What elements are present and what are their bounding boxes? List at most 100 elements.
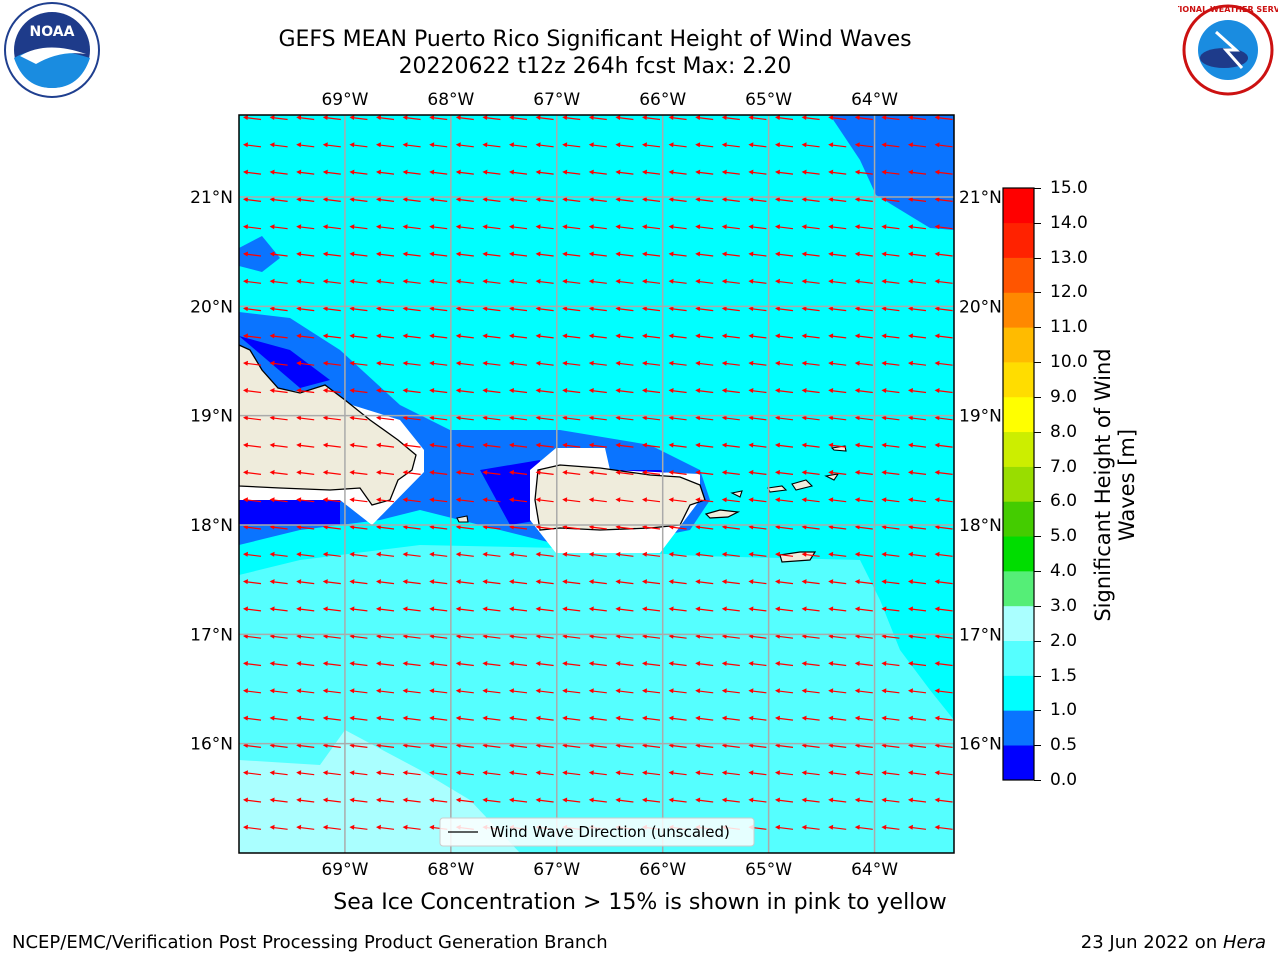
wave-arrow: [269, 661, 288, 667]
wave-arrow: [349, 169, 368, 175]
wave-arrow: [908, 442, 927, 448]
wave-arrow: [588, 469, 607, 475]
wave-arrow: [695, 278, 714, 284]
wave-arrow: [509, 196, 528, 202]
colorbar-tick: [1034, 327, 1041, 329]
wave-arrow: [721, 278, 740, 284]
wave-arrow: [668, 251, 687, 257]
wave-arrow: [881, 606, 900, 612]
wave-arrow: [881, 360, 900, 366]
wave-arrow: [243, 115, 262, 121]
wave-arrow: [721, 224, 740, 230]
wave-arrow: [828, 333, 847, 339]
wave-arrow: [854, 251, 873, 257]
wave-arrow: [854, 115, 873, 121]
wave-arrow: [775, 415, 794, 421]
wave-arrow: [642, 579, 661, 585]
wave-arrow: [615, 797, 634, 803]
wave-arrow: [402, 142, 421, 148]
wave-arrow: [775, 715, 794, 721]
wave-arrow: [376, 497, 395, 503]
wave-arrow: [482, 224, 501, 230]
wave-arrow: [349, 497, 368, 503]
wave-arrow: [482, 469, 501, 475]
wave-arrow: [801, 115, 820, 121]
wave-arrow: [934, 469, 953, 475]
wave-arrow: [535, 770, 554, 776]
wave-arrow: [801, 278, 820, 284]
wave-arrow: [775, 169, 794, 175]
wave-arrow: [615, 169, 634, 175]
wave-arrow: [828, 442, 847, 448]
wave-arrow: [322, 115, 341, 121]
wave-arrow: [588, 196, 607, 202]
wave-arrow: [642, 551, 661, 557]
wave-arrow: [908, 196, 927, 202]
wave-arrow: [721, 797, 740, 803]
wave-arrow: [748, 497, 767, 503]
wave-arrow: [668, 606, 687, 612]
wave-arrow: [615, 661, 634, 667]
wave-arrow: [721, 115, 740, 121]
wave-arrow: [269, 169, 288, 175]
lon-tick-label: 66°W: [639, 90, 686, 110]
wave-field-0-5m-w: [239, 236, 280, 272]
wave-arrow: [854, 333, 873, 339]
wave-arrow: [296, 824, 315, 830]
wave-arrow: [801, 388, 820, 394]
wave-arrow: [695, 415, 714, 421]
wave-arrow: [562, 688, 581, 694]
wave-arrow: [376, 661, 395, 667]
wave-arrow: [908, 497, 927, 503]
wave-arrow: [908, 797, 927, 803]
wave-arrow: [509, 661, 528, 667]
lon-tick-label: 65°W: [745, 860, 792, 880]
lat-tick-label: 16°N: [959, 735, 1002, 755]
wave-arrow: [775, 797, 794, 803]
wave-arrow: [642, 715, 661, 721]
wave-arrow: [349, 442, 368, 448]
wave-arrow: [721, 415, 740, 421]
wave-arrow: [668, 551, 687, 557]
wave-arrow: [322, 688, 341, 694]
colorbar-swatch: [1003, 431, 1034, 467]
wave-arrow: [801, 224, 820, 230]
wave-arrow: [934, 606, 953, 612]
lat-tick-label: 17°N: [959, 625, 1002, 645]
wave-arrow: [455, 469, 474, 475]
wave-arrow: [562, 497, 581, 503]
wave-arrow: [828, 142, 847, 148]
wave-arrow: [509, 551, 528, 557]
wave-arrow: [908, 551, 927, 557]
wave-arrow: [695, 661, 714, 667]
wave-arrow: [588, 278, 607, 284]
wave-arrow: [775, 469, 794, 475]
wave-arrow: [269, 579, 288, 585]
wave-arrow: [854, 770, 873, 776]
wave-arrow: [509, 224, 528, 230]
colorbar-title-line2: Waves [m]: [1115, 428, 1139, 542]
wave-arrow: [828, 388, 847, 394]
land-hispaniola: [239, 344, 417, 506]
wave-arrow: [402, 196, 421, 202]
wave-arrow: [376, 688, 395, 694]
colorbar-label: 8.0: [1050, 421, 1078, 442]
wave-arrow: [828, 196, 847, 202]
wave-arrow: [243, 688, 262, 694]
wave-arrow: [509, 688, 528, 694]
wave-arrow: [721, 251, 740, 257]
wave-arrow: [615, 142, 634, 148]
wave-arrow: [695, 306, 714, 312]
wave-arrow: [695, 115, 714, 121]
wave-arrow: [854, 278, 873, 284]
wave-arrow: [296, 415, 315, 421]
wave-arrow: [721, 306, 740, 312]
colorbar-label: 15.0: [1050, 178, 1088, 198]
wave-arrow: [429, 579, 448, 585]
wave-arrow: [429, 661, 448, 667]
wave-arrow: [349, 469, 368, 475]
wave-arrow: [535, 415, 554, 421]
wave-arrow: [243, 306, 262, 312]
colorbar-swatch: [1003, 710, 1034, 746]
wave-arrow: [402, 278, 421, 284]
